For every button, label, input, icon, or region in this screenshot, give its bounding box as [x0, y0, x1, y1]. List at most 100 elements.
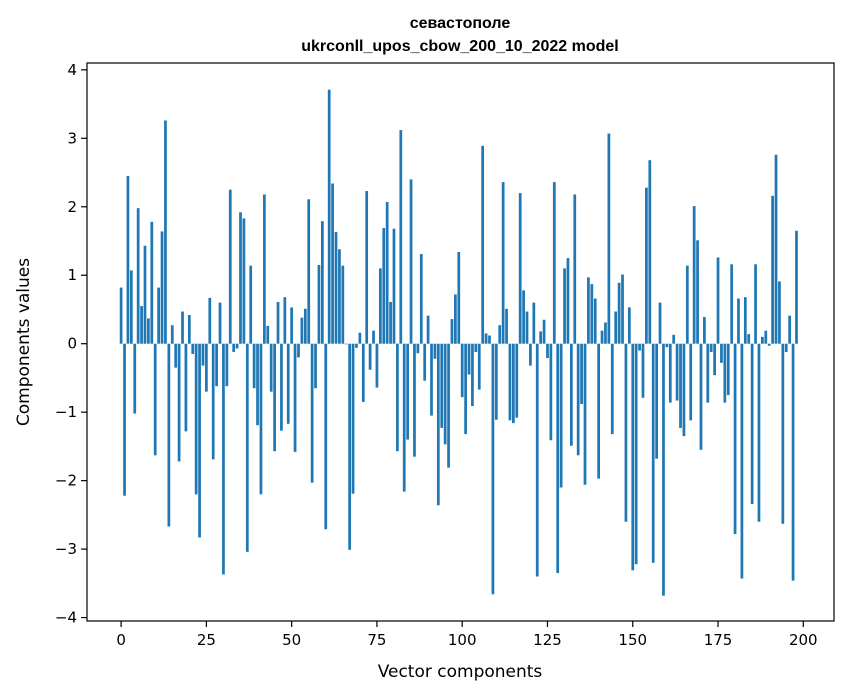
bar [269, 343, 273, 392]
bar [668, 343, 672, 403]
bar [597, 343, 601, 479]
bar [201, 343, 205, 366]
bar [549, 343, 553, 441]
x-tick-label: 150 [618, 631, 647, 649]
bar [617, 282, 621, 344]
chart-title: севастополе [410, 15, 511, 32]
bar [539, 331, 543, 344]
bar [590, 284, 594, 344]
bar [679, 343, 682, 428]
bar [685, 265, 689, 344]
bar [781, 343, 785, 524]
bar [276, 301, 280, 344]
bar [726, 343, 730, 396]
bar [662, 343, 665, 596]
bar [515, 343, 519, 418]
bar [147, 318, 150, 344]
bar [426, 315, 430, 344]
bar [505, 308, 508, 344]
bar [239, 212, 242, 344]
bar [645, 187, 648, 344]
bar [348, 343, 352, 550]
bar [222, 343, 225, 575]
bar [447, 343, 450, 468]
bar [396, 343, 399, 452]
bar [249, 265, 253, 344]
y-tick-label: 1 [67, 266, 77, 284]
x-axis-ticks: 0 25 50 75 100 125 150 175 200 [116, 621, 818, 649]
bar [317, 264, 321, 344]
bar [771, 195, 774, 344]
bar [232, 343, 236, 352]
bar [457, 251, 461, 344]
bar [627, 307, 631, 344]
bar [501, 182, 505, 344]
bar [174, 343, 178, 368]
bar [198, 343, 201, 538]
bar [593, 298, 597, 344]
bar [546, 343, 549, 359]
bar [443, 343, 447, 445]
bar [280, 343, 283, 431]
bar [512, 343, 515, 424]
plot-frame [86, 62, 835, 622]
bar [757, 343, 761, 522]
x-tick-label: 125 [533, 631, 562, 649]
bar [153, 343, 157, 456]
bar [126, 175, 130, 344]
bar [191, 343, 195, 354]
bar [133, 343, 137, 414]
bar [430, 343, 433, 416]
bars-group [119, 89, 798, 596]
bar [529, 343, 532, 366]
bar [491, 343, 495, 595]
bar [720, 343, 723, 363]
bar [324, 343, 328, 530]
x-tick-label: 175 [704, 631, 733, 649]
bar [341, 265, 345, 344]
y-tick-label: 4 [67, 61, 77, 79]
bar [136, 208, 140, 344]
bar [559, 343, 563, 488]
bar [419, 254, 423, 344]
bar [218, 302, 222, 344]
x-tick-label: 50 [282, 631, 301, 649]
bar [358, 332, 362, 344]
bar [286, 343, 290, 424]
bar [784, 343, 788, 352]
bar [314, 343, 317, 389]
bar [498, 325, 502, 344]
bar [740, 343, 744, 579]
bar [338, 249, 341, 344]
bar [675, 343, 679, 401]
x-tick-label: 25 [197, 631, 216, 649]
y-tick-label: 3 [67, 129, 77, 147]
bar [788, 315, 792, 344]
bar [764, 330, 768, 344]
bar [747, 334, 751, 344]
bar [600, 330, 604, 344]
bar [542, 319, 546, 344]
bar [750, 343, 754, 504]
bar [631, 343, 635, 571]
bar [119, 287, 123, 344]
bar [164, 120, 167, 344]
y-tick-label: −4 [55, 609, 77, 627]
bar [300, 317, 304, 344]
bar [634, 343, 638, 565]
bar [583, 343, 587, 485]
bar [737, 298, 740, 344]
bar [774, 154, 778, 344]
bar [256, 343, 259, 426]
bar [494, 343, 498, 420]
bar [682, 343, 686, 437]
bar [355, 343, 358, 348]
bar [638, 343, 641, 351]
bar [604, 322, 607, 344]
bar [778, 281, 781, 344]
bar [290, 307, 294, 344]
bar [573, 194, 577, 344]
x-tick-label: 100 [448, 631, 477, 649]
bar [123, 343, 126, 496]
bar [481, 145, 485, 344]
